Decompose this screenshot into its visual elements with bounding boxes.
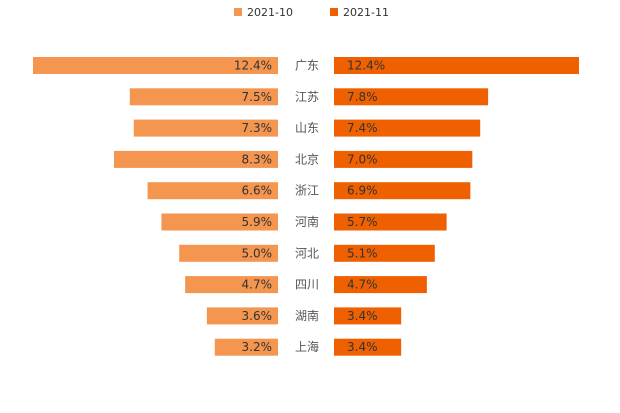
value-label-2021-10-5: 5.9% (242, 215, 273, 229)
legend-label-2021-11: 2021-11 (343, 6, 389, 19)
value-label-2021-11-3: 7.0% (347, 152, 378, 166)
value-label-2021-11-2: 7.4% (347, 121, 378, 135)
category-label-2: 山东 (295, 121, 319, 135)
value-label-2021-10-3: 8.3% (242, 152, 273, 166)
bar-2021-10-0[interactable] (33, 57, 278, 74)
bar-2021-10-5[interactable] (161, 213, 278, 231)
value-label-2021-11-5: 5.7% (347, 215, 378, 229)
category-label-5: 河南 (295, 214, 319, 229)
category-label-1: 江苏 (295, 90, 319, 104)
legend-item-2021-10[interactable]: 2021-10 (234, 6, 293, 19)
value-label-2021-11-6: 5.1% (347, 246, 378, 260)
bar-2021-11-8[interactable] (334, 307, 402, 325)
category-label-9: 上海 (295, 339, 319, 354)
bar-2021-10-3[interactable] (114, 150, 279, 168)
legend: 2021-10 2021-11 (234, 6, 389, 19)
legend-label-2021-10: 2021-10 (247, 6, 293, 19)
value-label-2021-11-7: 4.7% (347, 278, 378, 292)
value-label-2021-10-9: 3.2% (242, 340, 273, 354)
value-label-2021-11-0: 12.4% (347, 59, 385, 73)
legend-swatch-2021-11 (330, 8, 338, 16)
legend-item-2021-11[interactable]: 2021-11 (330, 6, 389, 19)
value-label-2021-10-1: 7.5% (242, 90, 273, 104)
value-label-2021-11-1: 7.8% (347, 90, 378, 104)
legend-swatch-2021-10 (234, 8, 242, 16)
value-label-2021-10-6: 5.0% (242, 246, 273, 260)
bar-2021-11-4[interactable] (334, 182, 471, 200)
bar-2021-11-5[interactable] (334, 213, 447, 231)
bar-2021-11-0[interactable] (334, 57, 579, 74)
bar-2021-10-2[interactable] (133, 119, 278, 137)
value-label-2021-10-8: 3.6% (242, 309, 273, 323)
value-label-2021-10-4: 6.6% (242, 184, 273, 198)
value-label-2021-11-9: 3.4% (347, 340, 378, 354)
bar-area: 12.4% 广东 12.4% 7.5% 江苏 7.8% 7.3% 山东 7.4% 8.3% 北京 7.… (33, 57, 579, 356)
bar-2021-11-7[interactable] (334, 276, 427, 294)
value-label-2021-10-7: 4.7% (242, 278, 273, 292)
bar-2021-11-6[interactable] (334, 244, 435, 262)
bar-2021-11-9[interactable] (334, 338, 402, 356)
bar-2021-10-7[interactable] (185, 276, 278, 294)
value-label-2021-10-2: 7.3% (242, 121, 273, 135)
value-label-2021-10-0: 12.4% (234, 59, 272, 73)
bar-2021-10-4[interactable] (147, 182, 278, 200)
category-label-4: 浙江 (295, 184, 319, 198)
category-label-0: 广东 (295, 59, 319, 73)
category-label-6: 河北 (295, 246, 319, 260)
bar-2021-10-9[interactable] (214, 338, 278, 356)
category-label-3: 北京 (295, 152, 319, 166)
bar-2021-11-3[interactable] (334, 150, 473, 168)
bar-2021-10-1[interactable] (129, 88, 278, 106)
category-label-7: 四川 (295, 278, 319, 292)
value-label-2021-11-8: 3.4% (347, 309, 378, 323)
value-label-2021-11-4: 6.9% (347, 184, 378, 198)
category-label-8: 湖南 (295, 308, 319, 323)
bar-2021-11-2[interactable] (334, 119, 481, 137)
bar-2021-10-6[interactable] (179, 244, 278, 262)
bar-2021-11-1[interactable] (334, 88, 489, 106)
bar-2021-10-8[interactable] (206, 307, 278, 325)
